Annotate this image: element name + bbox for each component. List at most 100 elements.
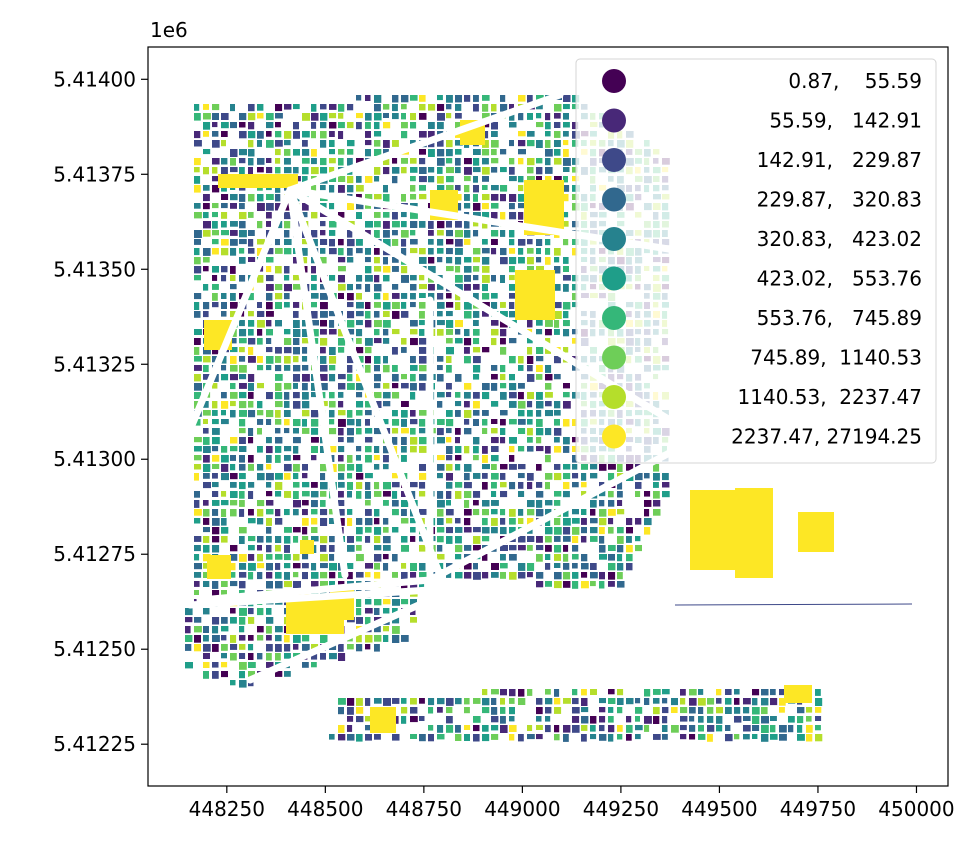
building-footprint [455, 113, 462, 119]
building-footprint [374, 266, 382, 272]
building-footprint [491, 509, 498, 515]
building-footprint [320, 203, 327, 209]
building-footprint [248, 230, 255, 236]
building-footprint [509, 446, 515, 453]
building-footprint [203, 437, 210, 445]
building-footprint [230, 347, 238, 353]
building-footprint [554, 356, 561, 364]
building-footprint [284, 140, 291, 146]
building-footprint [392, 167, 400, 174]
building-footprint [464, 509, 472, 516]
building-footprint [239, 113, 247, 121]
building-footprint [554, 500, 561, 506]
building-footprint [257, 518, 264, 525]
building-footprint [419, 545, 426, 552]
building-footprint [563, 536, 571, 542]
building-footprint [518, 392, 524, 400]
building-footprint [194, 248, 200, 256]
building-footprint [383, 392, 391, 399]
building-footprint [293, 419, 301, 427]
building-footprint [446, 248, 453, 255]
building-footprint [392, 176, 398, 184]
building-footprint [617, 527, 624, 534]
building-footprint [491, 365, 498, 371]
building-footprint [797, 716, 804, 724]
building-footprint [275, 383, 282, 391]
building-footprint [464, 311, 472, 319]
building-footprint [401, 572, 408, 580]
building-footprint [518, 518, 524, 524]
building-footprint [284, 446, 292, 452]
building-footprint [203, 302, 210, 310]
building-footprint [257, 563, 265, 569]
building-footprint [293, 284, 301, 290]
building-footprint [365, 284, 371, 292]
building-footprint [401, 437, 407, 445]
building-footprint [194, 455, 202, 461]
building-footprint [302, 383, 308, 391]
building-footprint [230, 581, 238, 587]
building-footprint [590, 509, 596, 516]
building-footprint [419, 419, 426, 427]
building-footprint [482, 383, 490, 391]
building-footprint [370, 707, 396, 733]
building-footprint [374, 608, 380, 615]
building-footprint [554, 266, 561, 274]
building-footprint [482, 158, 489, 165]
building-footprint [221, 230, 229, 236]
building-footprint [464, 473, 470, 481]
building-footprint [203, 554, 211, 562]
building-footprint [419, 581, 425, 589]
building-footprint [248, 320, 255, 327]
building-footprint [203, 662, 210, 668]
building-footprint [491, 374, 498, 380]
building-footprint [257, 140, 262, 147]
building-footprint [275, 239, 280, 246]
building-footprint [302, 428, 310, 434]
building-footprint [248, 617, 255, 624]
building-footprint [401, 266, 408, 274]
building-footprint [194, 140, 202, 147]
building-footprint [428, 131, 435, 139]
building-footprint [329, 392, 335, 399]
building-footprint [311, 302, 317, 308]
x-tick-label: 450000 [878, 797, 954, 821]
building-footprint [635, 707, 643, 714]
building-footprint [500, 527, 507, 535]
building-footprint [563, 302, 571, 310]
building-footprint [266, 572, 273, 579]
building-footprint [491, 419, 498, 424]
building-footprint [401, 446, 407, 453]
building-footprint [374, 221, 381, 228]
building-footprint [401, 599, 409, 605]
building-footprint [347, 491, 352, 498]
building-footprint [482, 734, 490, 742]
building-footprint [338, 104, 345, 112]
building-footprint [644, 725, 650, 732]
building-footprint [563, 725, 571, 733]
building-footprint [293, 122, 299, 130]
building-footprint [329, 203, 335, 210]
building-footprint [563, 275, 571, 281]
building-footprint [266, 122, 274, 129]
building-footprint [383, 320, 391, 328]
building-footprint [329, 419, 335, 425]
building-footprint [248, 572, 254, 580]
building-footprint [770, 689, 776, 696]
building-footprint [500, 302, 506, 308]
building-footprint [536, 140, 543, 148]
building-footprint [392, 482, 400, 488]
building-footprint [572, 581, 579, 589]
building-footprint [383, 257, 388, 265]
building-footprint [509, 725, 517, 732]
building-footprint [491, 320, 499, 326]
building-footprint [707, 734, 713, 742]
building-footprint [419, 104, 426, 111]
building-footprint [500, 365, 506, 373]
building-footprint [248, 374, 255, 382]
building-footprint [572, 698, 579, 705]
building-footprint [320, 554, 328, 562]
building-footprint [257, 320, 265, 328]
building-footprint [356, 239, 363, 246]
building-footprint [401, 302, 407, 309]
